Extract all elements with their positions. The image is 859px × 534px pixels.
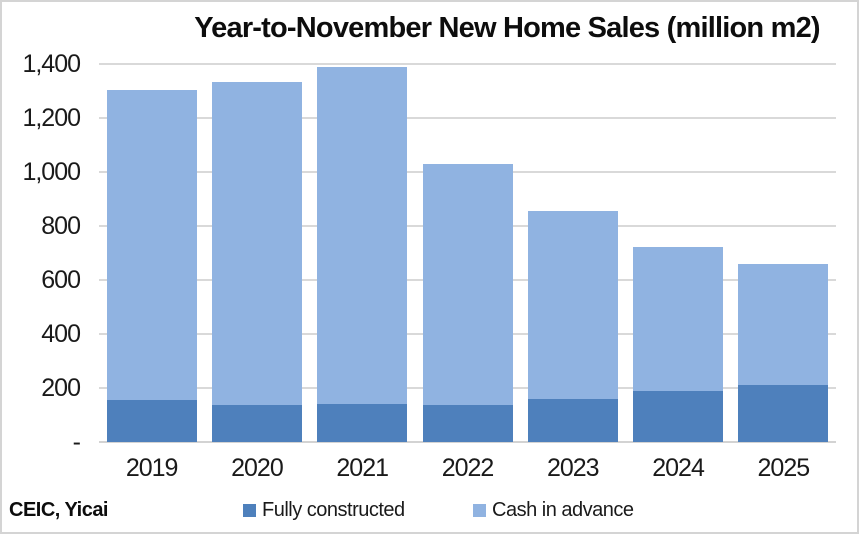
x-tick-label-2024: 2024 (652, 454, 705, 482)
y-tick-label-1,400: 1,400 (22, 50, 81, 78)
bar-2019-fully-constructed (106, 399, 197, 442)
chart-title: Year-to-November New Home Sales (million… (194, 12, 820, 44)
bar-2024-fully-constructed (633, 390, 724, 442)
legend-item-fully-constructed: Fully constructed (243, 499, 405, 522)
bar-2023-cash-in-advance (527, 210, 618, 400)
plot-area (99, 63, 836, 443)
x-axis-line (99, 441, 836, 443)
bar-2021-fully-constructed (317, 404, 408, 442)
bar-2025-fully-constructed (738, 385, 829, 442)
gridline-1,400 (99, 63, 836, 65)
y-tick-label-1,000: 1,000 (22, 158, 81, 186)
bar-2020-fully-constructed (211, 405, 302, 442)
chart-footer: CEIC, Yicai Fully constructed Cash in ad… (2, 496, 857, 532)
bar-2022-cash-in-advance (422, 164, 513, 405)
x-tick-label-2023: 2023 (546, 454, 600, 482)
y-tick-label-600: 600 (41, 266, 81, 294)
legend-label-fully-constructed: Fully constructed (262, 499, 405, 521)
source-label: CEIC, Yicai (9, 499, 109, 521)
bar-2025-cash-in-advance (738, 263, 829, 386)
legend-swatch-cash-in-advance-icon (473, 504, 486, 517)
x-tick-label-2022: 2022 (441, 454, 495, 482)
x-tick-label-2025: 2025 (757, 454, 811, 482)
x-tick-label-2021: 2021 (336, 454, 389, 482)
y-tick-label-1,200: 1,200 (22, 104, 81, 132)
legend-item-cash-in-advance: Cash in advance (473, 499, 634, 522)
bar-2021-cash-in-advance (317, 66, 408, 405)
y-tick-label-800: 800 (41, 212, 81, 240)
gridline-1,200 (99, 117, 836, 119)
y-tick-label-400: 400 (41, 320, 81, 348)
y-tick-label--: - (72, 428, 81, 456)
y-tick-label-200: 200 (41, 374, 81, 402)
bar-2020-cash-in-advance (211, 82, 302, 406)
bar-2022-fully-constructed (422, 404, 513, 442)
legend-label-cash-in-advance: Cash in advance (492, 499, 634, 521)
bar-2024-cash-in-advance (633, 247, 724, 391)
x-tick-label-2019: 2019 (125, 454, 179, 482)
x-tick-label-2020: 2020 (231, 454, 284, 482)
legend-swatch-fully-constructed-icon (243, 504, 256, 517)
bar-2019-cash-in-advance (106, 89, 197, 400)
bar-2023-fully-constructed (527, 399, 618, 442)
